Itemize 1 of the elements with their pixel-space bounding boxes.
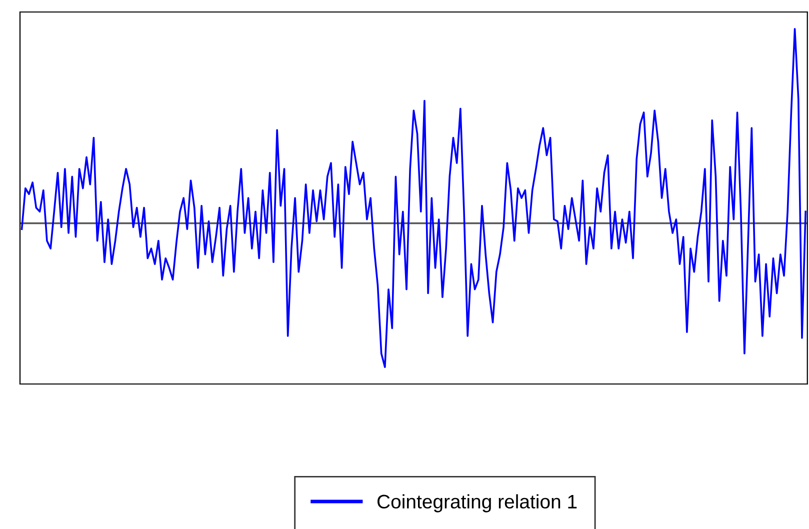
legend-label: Cointegrating relation 1	[378, 494, 577, 512]
